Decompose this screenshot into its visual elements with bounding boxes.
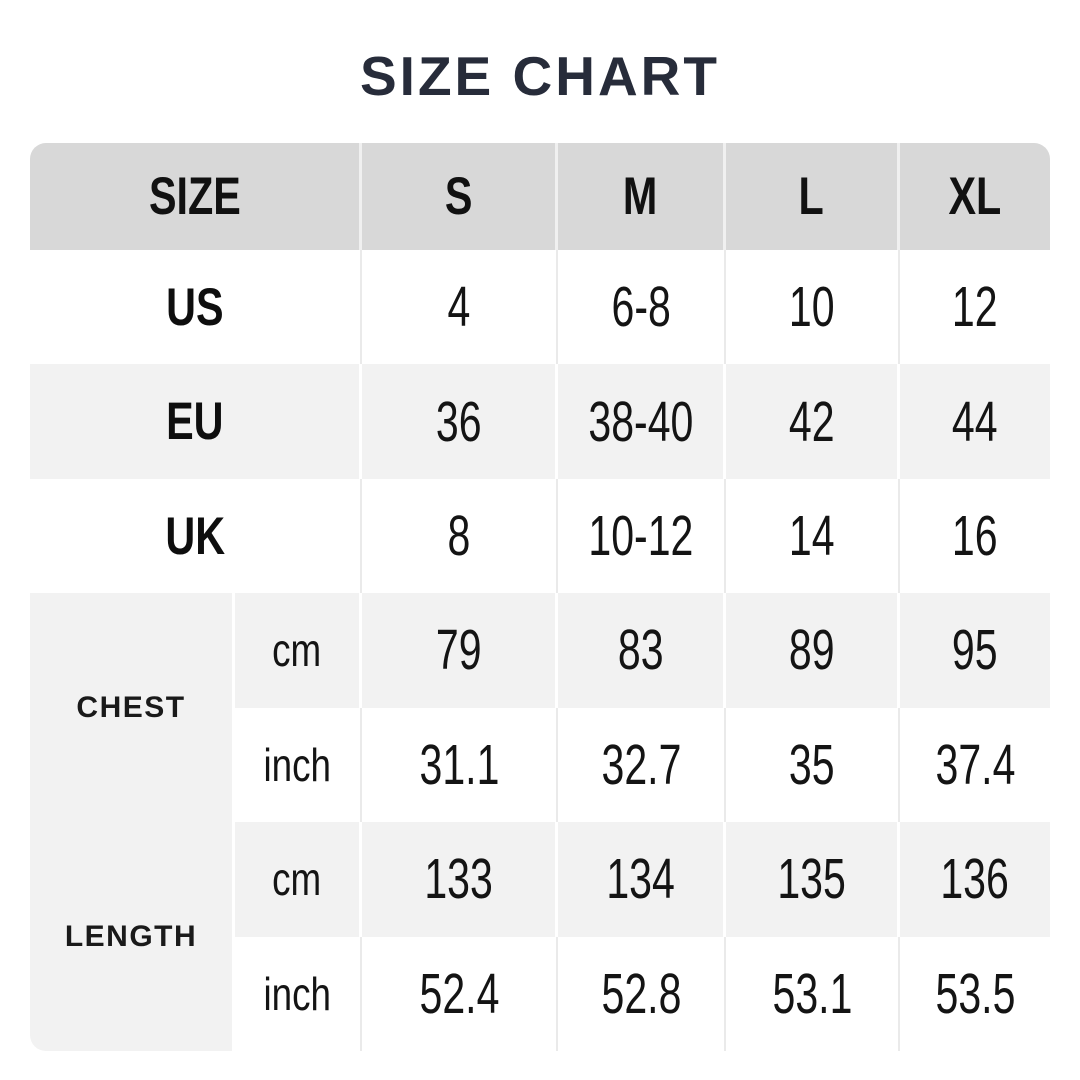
header-cell-xl: XL [900, 143, 1050, 250]
header-cell-s: S [362, 143, 558, 250]
header-label-xl: XL [948, 167, 1002, 226]
page-title: SIZE CHART [360, 45, 720, 107]
us-value-m: 6-8 [558, 250, 726, 365]
length-unit-cm-text: cm [272, 853, 322, 906]
chest-cm-s: 79 [362, 593, 558, 708]
chest-inch-l-text: 35 [789, 732, 835, 797]
us-value-l-text: 10 [789, 275, 835, 340]
eu-value-xl-text: 44 [952, 389, 998, 454]
length-inch-s: 52.4 [362, 936, 558, 1051]
row-label-eu: EU [30, 364, 362, 479]
row-label-eu-text: EU [165, 392, 224, 452]
header-label-l: L [798, 167, 825, 226]
chest-cm-m: 83 [558, 593, 726, 708]
uk-value-m: 10-12 [558, 478, 726, 594]
chest-unit-inch-text: inch [263, 738, 332, 791]
uk-value-xl-text: 16 [952, 504, 998, 569]
uk-value-xl: 16 [900, 478, 1050, 594]
chest-inch-m: 32.7 [558, 707, 726, 823]
length-inch-s-text: 52.4 [419, 961, 499, 1026]
length-cm-l: 135 [726, 822, 900, 937]
chest-inch-s-text: 31.1 [419, 732, 499, 797]
length-inch-l: 53.1 [726, 936, 900, 1051]
eu-value-s-text: 36 [435, 389, 482, 454]
header-cell-size: SIZE [30, 143, 362, 250]
chest-inch-xl-text: 37.4 [935, 732, 1015, 797]
us-value-xl-text: 12 [952, 275, 998, 340]
length-inch-m-text: 52.8 [601, 961, 681, 1026]
header-label-size: SIZE [148, 167, 241, 226]
length-inch-xl: 53.5 [900, 936, 1050, 1051]
length-cm-s: 133 [362, 822, 558, 937]
uk-value-s: 8 [362, 478, 558, 594]
eu-value-xl: 44 [900, 364, 1050, 479]
chest-cm-l: 89 [726, 593, 900, 708]
us-value-s-text: 4 [447, 275, 471, 340]
chest-cm-xl: 95 [900, 593, 1050, 708]
us-value-l: 10 [726, 250, 900, 365]
length-inch-l-text: 53.1 [772, 961, 852, 1026]
group-label-length: LENGTH [30, 822, 235, 1051]
group-label-chest: CHEST [30, 593, 235, 823]
uk-value-l: 14 [726, 478, 900, 594]
row-label-uk-text: UK [165, 506, 225, 566]
us-value-s: 4 [362, 250, 558, 365]
uk-value-l-text: 14 [789, 504, 835, 569]
size-chart-table: SIZE S M L XL US 4 6-8 10 12 [30, 143, 1050, 1051]
length-unit-inch-text: inch [263, 967, 332, 1020]
chest-inch-m-text: 32.7 [601, 732, 681, 797]
eu-value-s: 36 [362, 364, 558, 479]
uk-value-m-text: 10-12 [588, 504, 694, 569]
group-label-length-text: LENGTH [64, 919, 198, 953]
length-cm-m-text: 134 [606, 847, 675, 912]
size-chart-page: SIZE CHART SIZE S M L XL US 4 6-8 10 [0, 0, 1080, 1051]
chest-unit-inch: inch [235, 707, 362, 823]
length-cm-xl: 136 [900, 822, 1050, 937]
length-cm-m: 134 [558, 822, 726, 937]
header-label-m: M [623, 167, 658, 226]
row-label-us-text: US [166, 277, 224, 337]
group-label-chest-text: CHEST [76, 690, 186, 724]
us-value-xl: 12 [900, 250, 1050, 365]
header-cell-l: L [726, 143, 900, 250]
length-inch-xl-text: 53.5 [935, 961, 1015, 1026]
length-cm-l-text: 135 [777, 847, 846, 912]
chest-cm-m-text: 83 [617, 618, 664, 683]
chest-inch-xl: 37.4 [900, 707, 1050, 823]
eu-value-l: 42 [726, 364, 900, 479]
chest-unit-cm: cm [235, 593, 362, 708]
eu-value-l-text: 42 [788, 389, 835, 454]
us-value-m-text: 6-8 [611, 275, 671, 340]
header-label-s: S [444, 167, 473, 226]
length-unit-inch: inch [235, 936, 362, 1051]
chest-cm-xl-text: 95 [952, 618, 998, 683]
chest-unit-cm-text: cm [272, 624, 322, 677]
header-cell-m: M [558, 143, 726, 250]
chest-inch-l: 35 [726, 707, 900, 823]
chest-cm-l-text: 89 [788, 618, 835, 683]
chest-inch-s: 31.1 [362, 707, 558, 823]
row-label-uk: UK [30, 478, 362, 594]
chest-cm-s-text: 79 [435, 618, 482, 683]
length-inch-m: 52.8 [558, 936, 726, 1051]
eu-value-m-text: 38-40 [588, 389, 693, 454]
row-label-us: US [30, 250, 362, 365]
length-unit-cm: cm [235, 822, 362, 937]
uk-value-s-text: 8 [447, 504, 471, 569]
eu-value-m: 38-40 [558, 364, 726, 479]
length-cm-xl-text: 136 [940, 847, 1010, 912]
length-cm-s-text: 133 [424, 847, 493, 912]
